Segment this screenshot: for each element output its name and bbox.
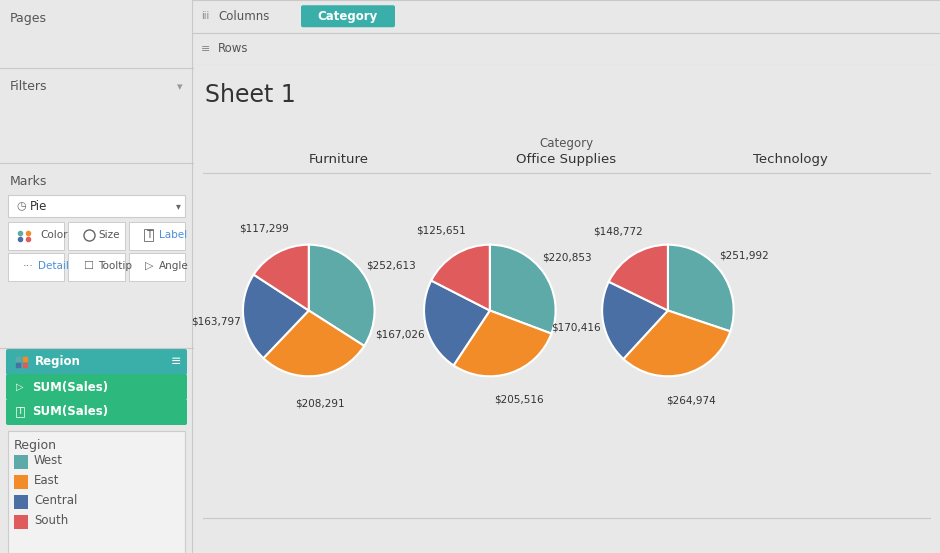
FancyBboxPatch shape <box>69 253 125 281</box>
Text: Central: Central <box>34 494 77 508</box>
Text: ···: ··· <box>23 261 34 271</box>
Text: West: West <box>34 455 63 467</box>
Text: $205,516: $205,516 <box>494 394 543 404</box>
Text: ◷: ◷ <box>16 201 25 211</box>
Text: Category: Category <box>540 137 593 150</box>
Text: Technology: Technology <box>753 153 828 166</box>
Wedge shape <box>603 281 668 359</box>
Text: Pie: Pie <box>30 200 47 212</box>
Text: Tooltip: Tooltip <box>99 261 133 271</box>
Text: Angle: Angle <box>159 261 189 271</box>
FancyBboxPatch shape <box>8 222 64 250</box>
Text: ▾: ▾ <box>176 201 181 211</box>
Text: $252,613: $252,613 <box>366 260 415 270</box>
Text: $170,416: $170,416 <box>551 323 601 333</box>
Wedge shape <box>453 310 552 376</box>
FancyBboxPatch shape <box>8 431 185 553</box>
Text: Office Supplies: Office Supplies <box>516 153 617 166</box>
Text: $148,772: $148,772 <box>593 226 643 236</box>
Text: ≡: ≡ <box>201 44 211 54</box>
Text: ☐: ☐ <box>84 261 93 271</box>
Text: South: South <box>34 514 69 528</box>
FancyBboxPatch shape <box>8 253 64 281</box>
Wedge shape <box>431 244 490 310</box>
Text: Columns: Columns <box>218 10 270 23</box>
Wedge shape <box>490 244 556 333</box>
Text: Label: Label <box>159 230 187 240</box>
Text: T: T <box>17 408 23 416</box>
Text: Color: Color <box>40 230 68 240</box>
FancyBboxPatch shape <box>129 222 185 250</box>
Text: Sheet 1: Sheet 1 <box>205 83 296 107</box>
FancyBboxPatch shape <box>8 195 185 217</box>
FancyBboxPatch shape <box>14 475 28 489</box>
Text: $208,291: $208,291 <box>295 398 345 408</box>
FancyBboxPatch shape <box>6 399 187 425</box>
Text: $167,026: $167,026 <box>375 329 424 339</box>
Text: East: East <box>34 474 59 488</box>
Text: ≡: ≡ <box>170 356 181 368</box>
FancyBboxPatch shape <box>301 5 395 27</box>
FancyBboxPatch shape <box>14 515 28 529</box>
Wedge shape <box>263 310 364 376</box>
FancyBboxPatch shape <box>6 349 187 375</box>
FancyBboxPatch shape <box>14 455 28 469</box>
FancyBboxPatch shape <box>14 495 28 509</box>
FancyBboxPatch shape <box>129 253 185 281</box>
Wedge shape <box>254 244 308 310</box>
Text: ▾: ▾ <box>178 82 183 92</box>
Text: Detail: Detail <box>39 261 69 271</box>
Wedge shape <box>243 275 308 358</box>
Text: Filters: Filters <box>10 80 48 93</box>
Text: $163,797: $163,797 <box>191 316 241 326</box>
Text: $125,651: $125,651 <box>416 226 466 236</box>
Wedge shape <box>609 244 668 310</box>
Wedge shape <box>308 244 374 346</box>
Text: $220,853: $220,853 <box>541 252 591 262</box>
Wedge shape <box>424 280 490 366</box>
Text: Size: Size <box>99 230 120 240</box>
Wedge shape <box>623 310 730 376</box>
Text: $117,299: $117,299 <box>240 223 290 233</box>
Text: iii: iii <box>201 11 210 21</box>
Text: SUM(Sales): SUM(Sales) <box>32 405 108 419</box>
Wedge shape <box>668 244 734 331</box>
Text: $251,992: $251,992 <box>719 251 769 261</box>
Text: Marks: Marks <box>10 175 47 188</box>
Text: Region: Region <box>14 439 57 452</box>
Text: Pages: Pages <box>10 12 47 25</box>
Text: T: T <box>146 230 151 240</box>
FancyBboxPatch shape <box>69 222 125 250</box>
FancyBboxPatch shape <box>6 374 187 400</box>
Text: $264,974: $264,974 <box>666 396 716 406</box>
Text: ▷: ▷ <box>16 382 24 392</box>
Text: Rows: Rows <box>218 42 248 55</box>
Text: SUM(Sales): SUM(Sales) <box>32 380 108 394</box>
Text: ▷: ▷ <box>145 261 153 271</box>
Text: Category: Category <box>318 10 378 23</box>
Text: Furniture: Furniture <box>308 153 368 166</box>
Text: Region: Region <box>35 356 81 368</box>
